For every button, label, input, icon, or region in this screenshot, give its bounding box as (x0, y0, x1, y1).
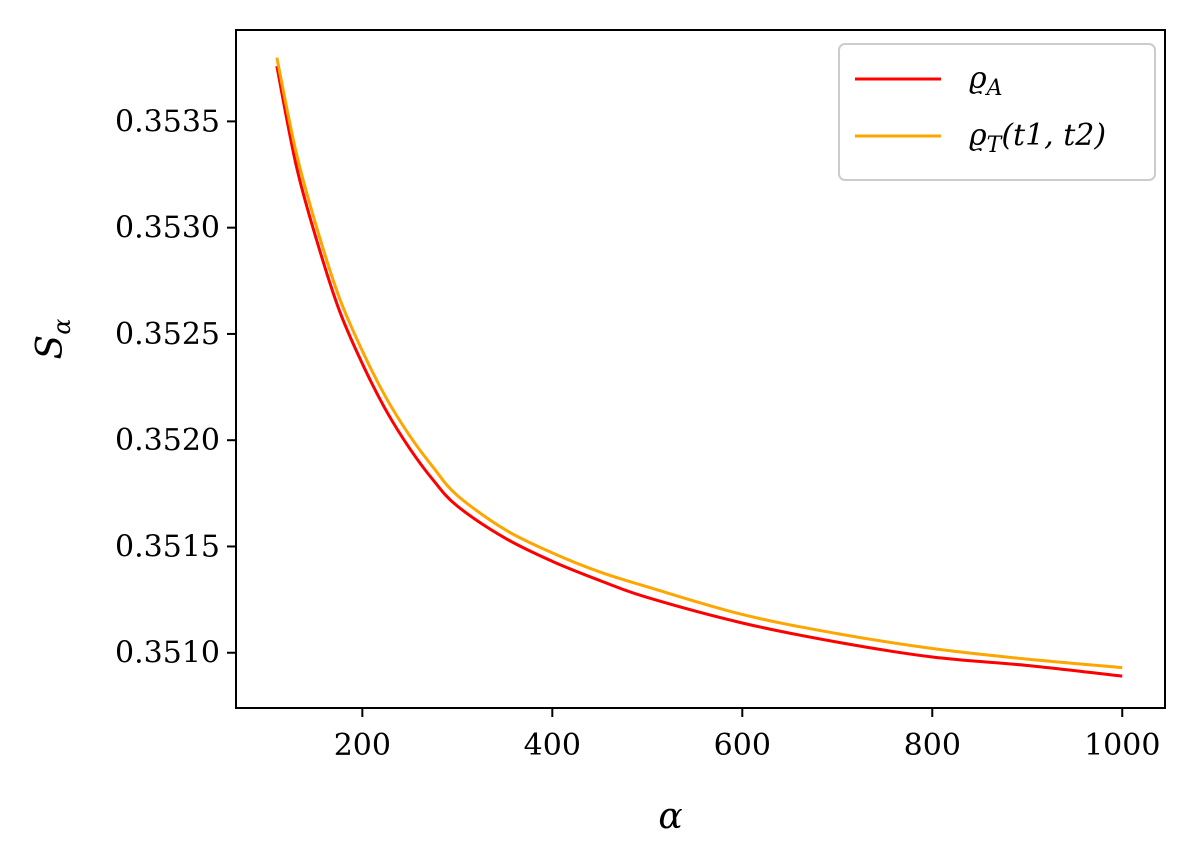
legend-entry-1: ϱT(t1, t2) (855, 118, 1106, 158)
y-axis-label: Sα (30, 319, 76, 360)
x-tick-label-1: 400 (524, 728, 581, 763)
legend-box (838, 43, 1156, 181)
x-tick-label-0: 200 (334, 728, 391, 763)
series-line-0 (275, 65, 1123, 678)
y-tick-label-5: 0.3535 (115, 104, 220, 139)
series-layer (275, 57, 1123, 678)
x-tick-label-3: 800 (904, 728, 961, 763)
y-tick-label-3: 0.3525 (115, 317, 220, 352)
series-line-1 (275, 57, 1123, 670)
legend-label-1: ϱT(t1, t2) (969, 118, 1106, 158)
x-axis-ticks: 200 400 600 800 1000 (334, 708, 1160, 763)
y-tick-label-2: 0.3520 (115, 423, 220, 458)
legend: ϱA ϱT(t1, t2) (838, 43, 1156, 181)
x-tick-label-4: 1000 (1084, 728, 1160, 763)
y-axis-ticks: 0.3510 0.3515 0.3520 0.3525 0.3530 0.3535 (115, 104, 236, 671)
axes-frame (235, 29, 1166, 709)
svg-text:Sα: Sα (30, 319, 76, 360)
x-tick-label-2: 600 (714, 728, 771, 763)
y-tick-label-1: 0.3515 (115, 529, 220, 564)
legend-entry-0: ϱA (855, 61, 1003, 101)
y-axis-label-main: S (30, 335, 71, 360)
y-tick-label-4: 0.3530 (115, 211, 220, 246)
y-axis-label-sub: α (48, 319, 76, 335)
y-tick-label-0: 0.3510 (115, 636, 220, 671)
legend-label-0: ϱA (969, 61, 1003, 101)
x-axis-label: α (658, 796, 682, 837)
